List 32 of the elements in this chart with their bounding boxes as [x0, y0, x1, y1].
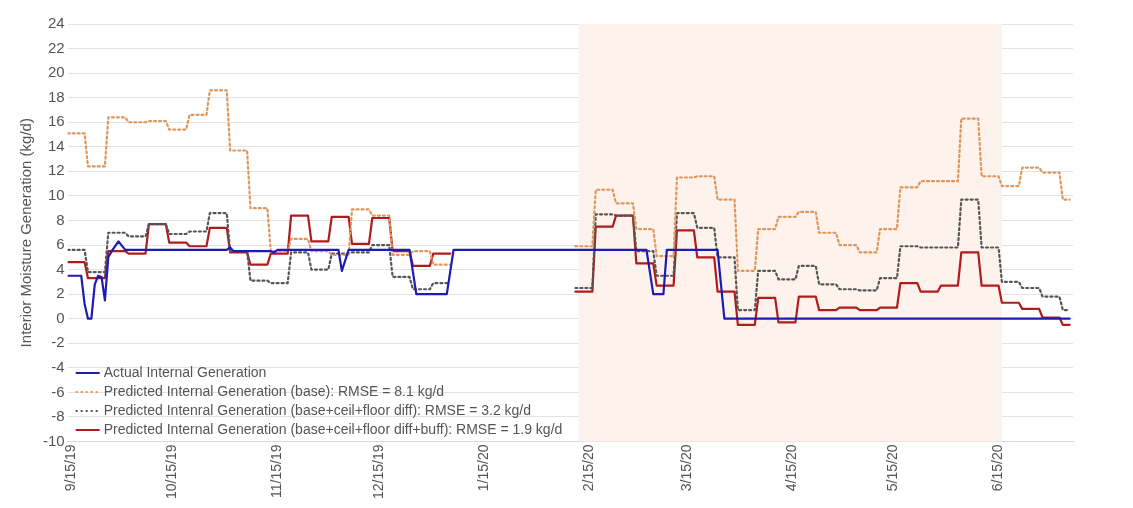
x-tick-label: 5/15/20 [884, 444, 901, 492]
y-tick-label: 20 [47, 63, 65, 81]
legend-label: Predicted Intenral Generation (base+ceil+floor diff): RMSE = 3.2 kg/d [103, 401, 532, 418]
y-axis-title: Interior Moisture Generation (kg/d) [17, 118, 35, 348]
x-tick-label: 2/15/20 [579, 444, 596, 492]
x-tick-label: 3/15/20 [677, 444, 694, 492]
y-tick-label: 18 [47, 87, 65, 105]
y-tick-label: 22 [47, 38, 65, 56]
x-tick-label: 6/15/20 [989, 444, 1006, 492]
y-tick-label: 24 [47, 14, 65, 32]
y-tick-label: 10 [47, 186, 65, 204]
y-tick-label: 6 [56, 235, 65, 253]
y-tick-label: 4 [56, 259, 65, 277]
y-tick-label: 16 [47, 112, 65, 130]
legend-label: Predicted Internal Generation (base+ceil+floor diff+buff): RMSE = 1.9 kg/d [103, 420, 563, 437]
y-tick-label: 12 [47, 161, 65, 179]
y-tick-label: -4 [51, 357, 65, 375]
y-tick-label: 8 [56, 210, 65, 228]
y-tick-label: 14 [47, 136, 65, 154]
x-tick-label: 12/15/19 [369, 444, 386, 499]
y-tick-label: 2 [56, 284, 65, 302]
legend-label: Predicted Internal Generation (base): RMSE = 8.1 kg/d [103, 382, 445, 399]
x-tick-label: 4/15/20 [782, 444, 799, 492]
x-tick-label: 11/15/19 [268, 444, 285, 498]
y-tick-label: -8 [51, 407, 65, 425]
y-tick-label: -6 [51, 382, 65, 400]
x-tick-label: 10/15/19 [163, 444, 180, 499]
y-tick-label: 0 [56, 308, 65, 326]
legend-label: Actual Internal Generation [103, 363, 267, 380]
x-tick-label: 1/15/20 [474, 444, 491, 492]
y-tick-label: -10 [42, 431, 65, 449]
y-tick-label: -2 [51, 333, 65, 351]
